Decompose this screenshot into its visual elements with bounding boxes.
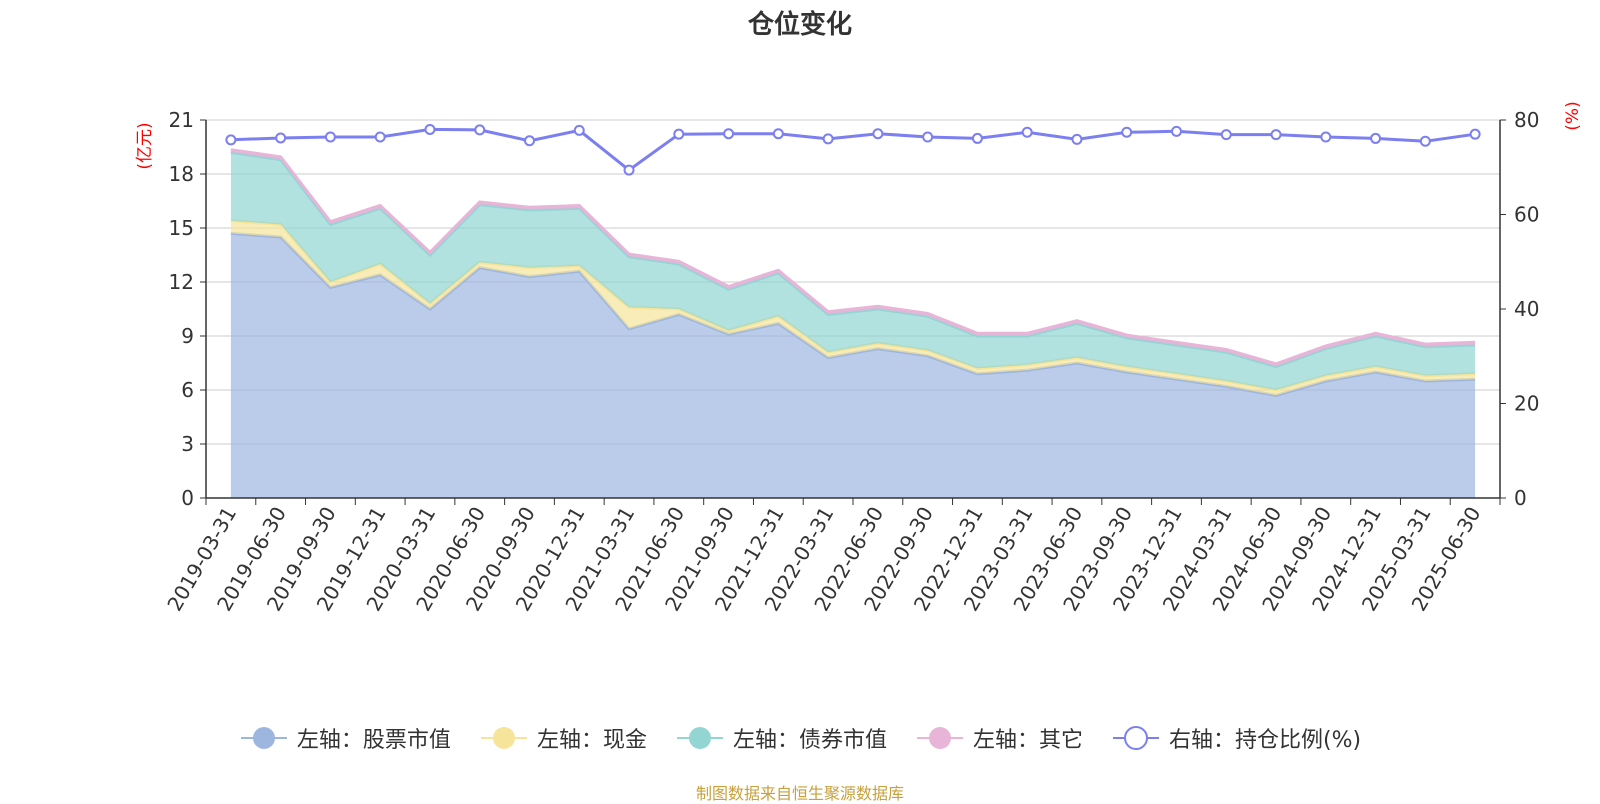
line-point [524, 135, 535, 147]
legend-marker-icon [240, 727, 287, 749]
legend-marker-icon [676, 727, 723, 749]
line-point [275, 132, 287, 144]
line-point [1121, 126, 1133, 138]
line-右轴：持仓比例(%) [230, 127, 1476, 172]
line-point [225, 134, 237, 146]
legend-item[interactable]: 左轴：股票市值 [239, 722, 451, 754]
line-point [573, 124, 585, 136]
area-edge-左轴：其它 [230, 148, 1476, 366]
line-point [1320, 131, 1332, 143]
line-point [1171, 125, 1182, 137]
line-point [673, 128, 685, 140]
line-point [1419, 135, 1431, 147]
chart-canvas: 0369121518210204060802019-03-312019-06-3… [135, 101, 1583, 615]
y-left-tick-label: 18 [169, 162, 194, 186]
y-left-tick-label: 0 [181, 486, 194, 510]
line-point [1270, 129, 1282, 141]
legend-label: 左轴：现金 [536, 728, 647, 753]
y-right-tick-label: 60 [1514, 203, 1539, 227]
y-left-tick-label: 6 [181, 378, 194, 402]
legend-item[interactable]: 右轴：持仓比例(%) [1111, 722, 1361, 754]
line-point [1370, 132, 1382, 144]
line-point [772, 128, 784, 140]
y-right-tick-label: 0 [1514, 486, 1527, 510]
chart-title: 仓位变化 [747, 10, 852, 40]
legend-marker-icon [1112, 726, 1159, 750]
line-point [922, 131, 934, 143]
legend-label: 左轴：债券市值 [732, 728, 887, 753]
legend-item[interactable]: 左轴：现金 [479, 722, 647, 754]
y-left-tick-label: 21 [169, 108, 194, 132]
line-point [424, 123, 436, 135]
line-point [324, 131, 336, 143]
legend-label: 左轴：股票市值 [296, 728, 451, 753]
line-point [1021, 126, 1033, 138]
line-point [623, 164, 635, 176]
chart-legend: 左轴：股票市值 左轴：现金 左轴：债券市值 左轴：其它 右轴：持仓比例(%) [0, 718, 1600, 758]
legend-label: 左轴：其它 [972, 728, 1083, 753]
line-point [822, 133, 834, 145]
line-point [872, 128, 884, 140]
legend-item[interactable]: 左轴：债券市值 [675, 722, 887, 754]
y-left-unit: (亿元) [135, 122, 155, 169]
line-point [971, 132, 983, 144]
y-right-tick-label: 40 [1514, 297, 1539, 321]
legend-marker-icon [916, 727, 963, 749]
y-left-tick-label: 15 [169, 216, 194, 240]
line-point [723, 128, 735, 140]
line-point [374, 131, 386, 143]
line-point [1071, 133, 1083, 145]
y-left-tick-label: 12 [169, 270, 194, 294]
line-point [474, 124, 486, 136]
y-left-tick-label: 3 [181, 432, 194, 456]
data-source-note: 制图数据来自恒生聚源数据库 [695, 784, 904, 803]
y-right-tick-label: 80 [1514, 108, 1539, 132]
area-左轴：债券市值 [230, 152, 1476, 390]
y-right-unit: (%) [1563, 101, 1583, 130]
line-point [1220, 129, 1232, 141]
line-point [1469, 128, 1481, 140]
legend-marker-icon [480, 727, 527, 749]
legend-item[interactable]: 左轴：其它 [915, 722, 1083, 754]
legend-label: 右轴：持仓比例(%) [1168, 728, 1362, 753]
y-right-tick-label: 20 [1514, 392, 1539, 416]
area-左轴：股票市值 [230, 233, 1476, 498]
y-left-tick-label: 9 [181, 324, 194, 348]
